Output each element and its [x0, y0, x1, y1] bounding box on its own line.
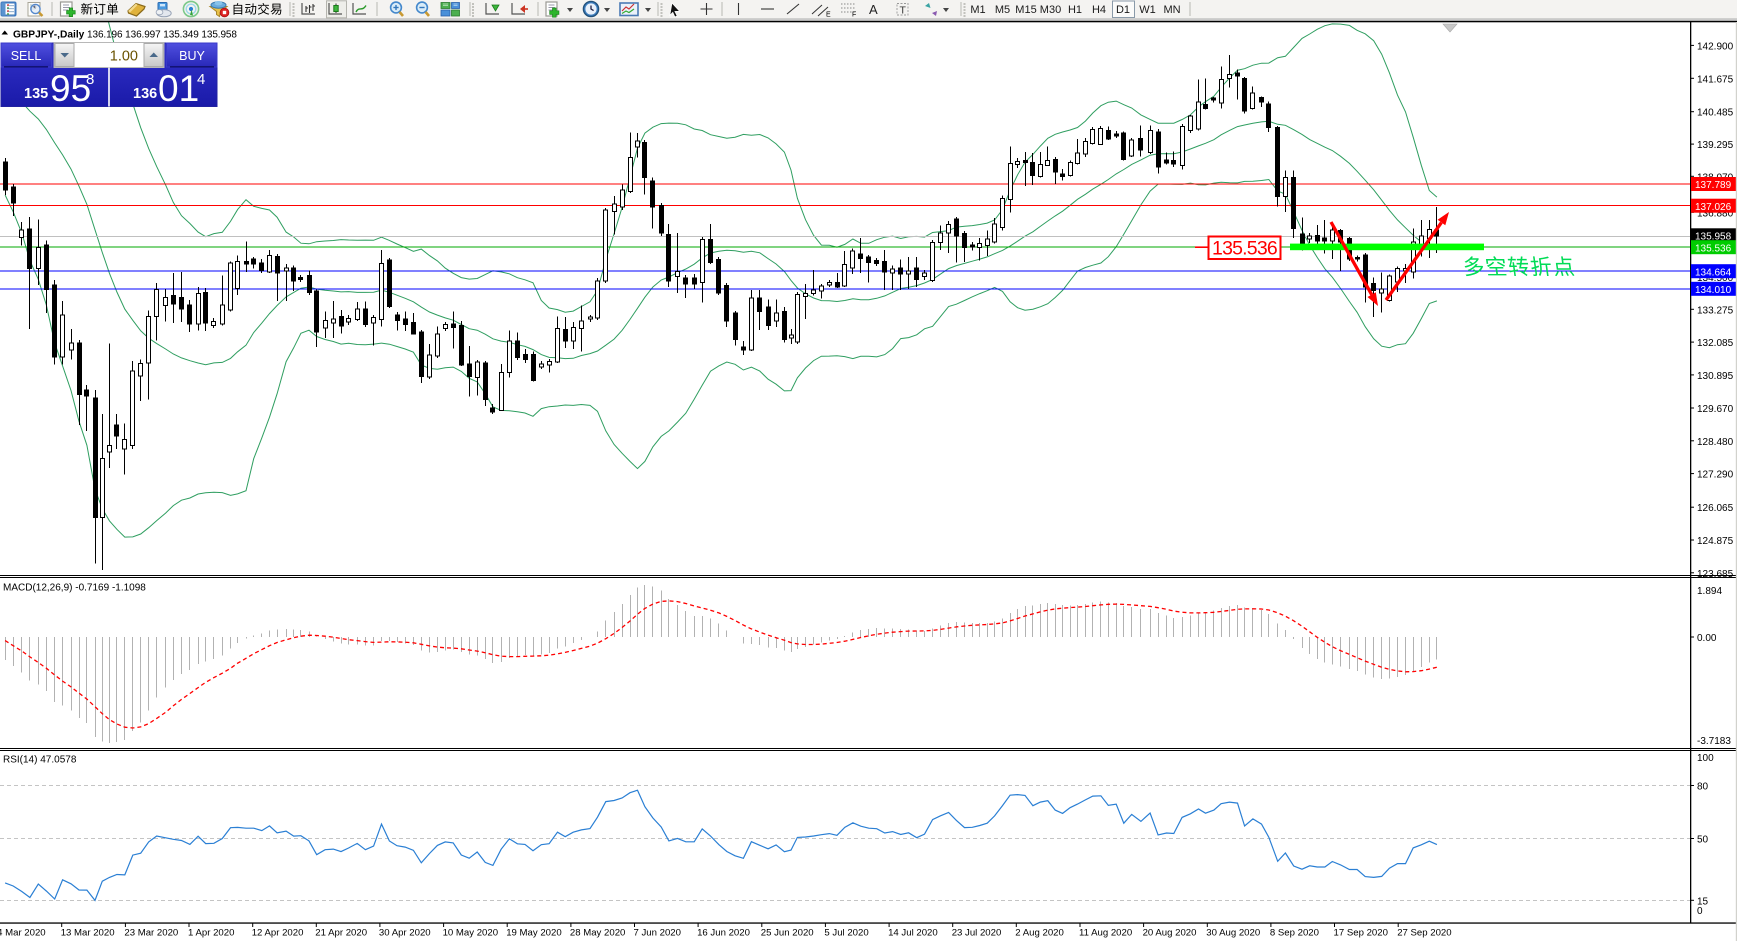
svg-text:8 Sep 2020: 8 Sep 2020: [1270, 928, 1319, 939]
svg-text:141.675: 141.675: [1697, 74, 1734, 85]
svg-text:136: 136: [133, 86, 157, 102]
svg-text:4: 4: [197, 71, 205, 88]
svg-text:13 Mar 2020: 13 Mar 2020: [61, 928, 115, 939]
svg-text:T: T: [900, 5, 907, 17]
svg-text:H1: H1: [1068, 4, 1082, 16]
svg-text:30 Aug 2020: 30 Aug 2020: [1206, 928, 1260, 939]
svg-text:0: 0: [1697, 906, 1703, 917]
svg-text:M1: M1: [970, 4, 985, 16]
svg-text:124.875: 124.875: [1697, 536, 1734, 547]
svg-text:135.536: 135.536: [1695, 243, 1732, 254]
svg-text:135: 135: [24, 86, 48, 102]
svg-text:139.295: 139.295: [1697, 140, 1734, 151]
svg-text:A: A: [869, 2, 878, 17]
svg-text:15: 15: [1697, 896, 1709, 907]
svg-text:129.670: 129.670: [1697, 404, 1734, 415]
svg-text:23 Mar 2020: 23 Mar 2020: [124, 928, 178, 939]
svg-text:E: E: [826, 12, 831, 19]
svg-text:21 Apr 2020: 21 Apr 2020: [315, 928, 367, 939]
svg-text:W1: W1: [1139, 4, 1156, 16]
svg-text:MN: MN: [1163, 4, 1180, 16]
svg-text:1.00: 1.00: [110, 49, 138, 65]
svg-text:130.895: 130.895: [1697, 371, 1734, 382]
svg-text:RSI(14) 47.0578: RSI(14) 47.0578: [3, 755, 77, 766]
svg-text:95: 95: [50, 68, 91, 109]
svg-text:BUY: BUY: [179, 49, 205, 63]
svg-text:132.085: 132.085: [1697, 338, 1734, 349]
svg-text:100: 100: [1697, 753, 1714, 764]
svg-text:20 Aug 2020: 20 Aug 2020: [1143, 928, 1197, 939]
svg-text:137.789: 137.789: [1695, 180, 1732, 191]
svg-text:27 Sep 2020: 27 Sep 2020: [1397, 928, 1451, 939]
svg-text:4 Mar 2020: 4 Mar 2020: [0, 928, 46, 939]
svg-text:H4: H4: [1092, 4, 1106, 16]
svg-text:14 Jul 2020: 14 Jul 2020: [888, 928, 938, 939]
svg-text:25 Jun 2020: 25 Jun 2020: [761, 928, 814, 939]
svg-text:135.958: 135.958: [1695, 232, 1732, 243]
svg-text:133.275: 133.275: [1697, 305, 1734, 316]
svg-text:30 Apr 2020: 30 Apr 2020: [379, 928, 431, 939]
svg-text:126.065: 126.065: [1697, 503, 1734, 514]
svg-text:142.900: 142.900: [1697, 41, 1734, 52]
svg-text:50: 50: [1697, 835, 1709, 846]
svg-text:7 Jun 2020: 7 Jun 2020: [634, 928, 681, 939]
svg-text:134.500: 134.500: [1697, 273, 1734, 284]
svg-text:SELL: SELL: [11, 49, 42, 63]
svg-text:80: 80: [1697, 782, 1709, 793]
svg-text:127.290: 127.290: [1697, 470, 1734, 481]
svg-text:134.010: 134.010: [1695, 285, 1732, 296]
svg-text:-3.7183: -3.7183: [1697, 736, 1731, 747]
svg-text:M30: M30: [1040, 4, 1061, 16]
svg-text:17 Sep 2020: 17 Sep 2020: [1334, 928, 1388, 939]
svg-text:D1: D1: [1116, 4, 1130, 16]
svg-text:10 May 2020: 10 May 2020: [443, 928, 498, 939]
svg-text:11 Aug 2020: 11 Aug 2020: [1079, 928, 1132, 939]
svg-text:12 Apr 2020: 12 Apr 2020: [252, 928, 304, 939]
svg-text:1 Apr 2020: 1 Apr 2020: [188, 928, 234, 939]
svg-text:19 May 2020: 19 May 2020: [506, 928, 561, 939]
svg-text:5 Jul 2020: 5 Jul 2020: [824, 928, 868, 939]
svg-text:134.664: 134.664: [1695, 267, 1732, 278]
svg-text:GBPJPY-,Daily 136.196 136.997: GBPJPY-,Daily 136.196 136.997 135.349 13…: [13, 30, 237, 41]
svg-text:137.026: 137.026: [1695, 202, 1732, 213]
svg-text:135.536: 135.536: [1212, 238, 1277, 260]
svg-text:16 Jun 2020: 16 Jun 2020: [697, 928, 750, 939]
svg-text:F: F: [852, 12, 856, 19]
svg-text:128.480: 128.480: [1697, 437, 1734, 448]
svg-text:M15: M15: [1015, 4, 1036, 16]
svg-text:28 May 2020: 28 May 2020: [570, 928, 625, 939]
svg-text:136.880: 136.880: [1697, 208, 1734, 219]
svg-text:8: 8: [86, 71, 94, 88]
svg-text:MACD(12,26,9) -0.7169 -1.1098: MACD(12,26,9) -0.7169 -1.1098: [3, 583, 146, 594]
svg-text:0.00: 0.00: [1697, 633, 1717, 644]
svg-text:2 Aug 2020: 2 Aug 2020: [1015, 928, 1064, 939]
svg-text:1.894: 1.894: [1697, 586, 1722, 597]
svg-text:M5: M5: [995, 4, 1010, 16]
svg-text:23 Jul 2020: 23 Jul 2020: [952, 928, 1002, 939]
svg-text:140.485: 140.485: [1697, 108, 1734, 119]
svg-text:01: 01: [158, 68, 199, 109]
svg-text:123.685: 123.685: [1697, 569, 1734, 580]
